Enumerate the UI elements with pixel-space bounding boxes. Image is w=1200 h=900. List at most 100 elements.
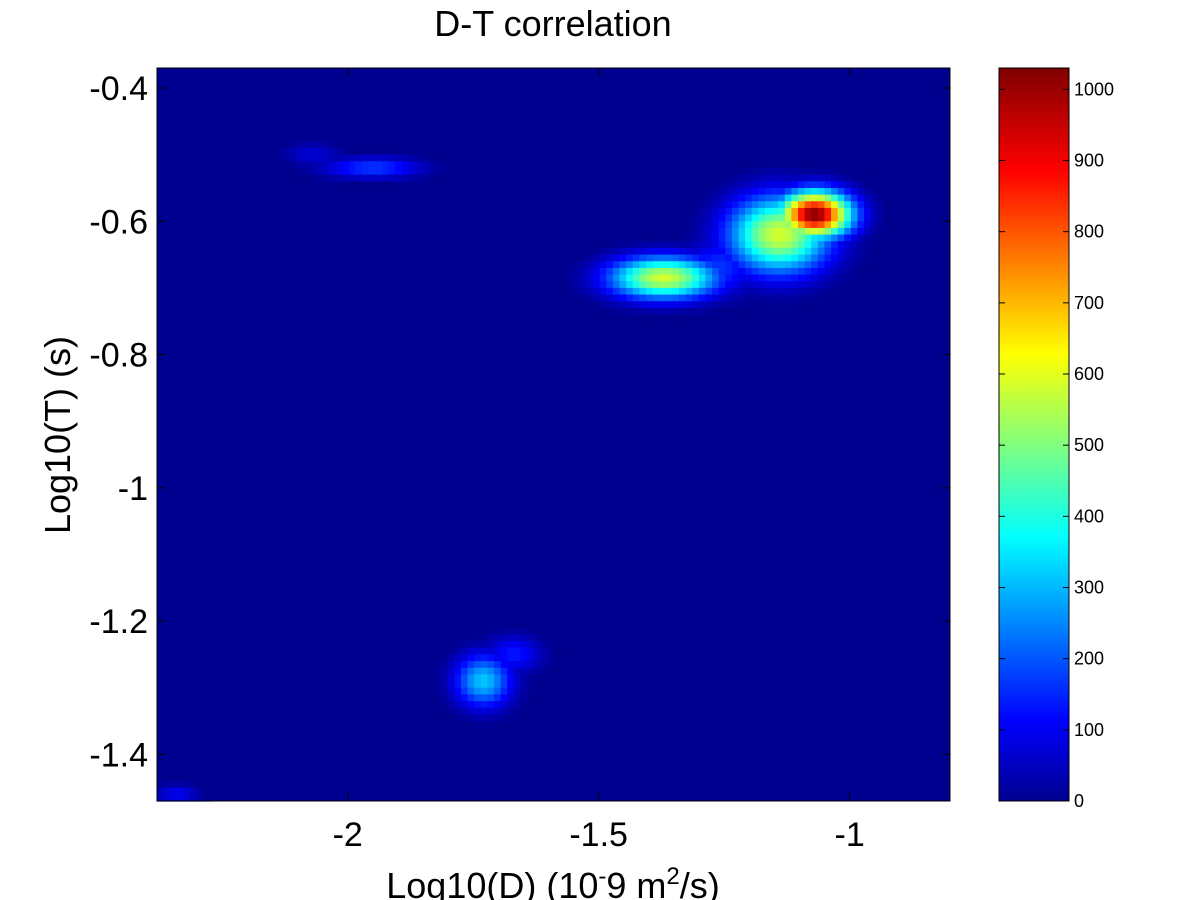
heatmap-cell bbox=[606, 274, 614, 282]
heatmap-cell bbox=[593, 281, 601, 289]
heatmap-cell bbox=[798, 241, 806, 249]
heatmap-cell bbox=[626, 301, 634, 309]
heatmap-cell bbox=[646, 274, 654, 282]
heatmap-cell bbox=[183, 794, 191, 802]
heatmap-cell bbox=[725, 287, 733, 296]
heatmap-cell bbox=[751, 254, 759, 262]
heatmap-cell bbox=[784, 294, 792, 302]
heatmap-cell bbox=[718, 241, 726, 249]
heatmap-cell bbox=[612, 247, 621, 256]
heatmap-cell bbox=[527, 687, 535, 695]
heatmap-cell bbox=[507, 674, 515, 682]
heatmap-cell bbox=[705, 207, 713, 216]
heatmap-cell bbox=[811, 194, 819, 202]
heatmap-cell bbox=[831, 181, 839, 189]
heatmap-cell bbox=[804, 194, 812, 202]
heatmap-cell bbox=[434, 681, 442, 689]
heatmap-cell bbox=[632, 254, 641, 262]
heatmap-cell bbox=[527, 641, 535, 649]
heatmap-cell bbox=[348, 181, 356, 189]
heatmap-cell bbox=[831, 194, 839, 202]
heatmap-cell bbox=[731, 187, 740, 196]
heatmap-cell bbox=[712, 261, 720, 269]
heatmap-cell bbox=[692, 307, 700, 316]
heatmap-cell bbox=[817, 261, 826, 269]
heatmap-cell bbox=[725, 267, 733, 276]
heatmap-cell bbox=[791, 227, 799, 236]
heatmap-cell bbox=[738, 187, 746, 196]
heatmap-cell bbox=[731, 261, 740, 269]
heatmap-cell bbox=[441, 661, 449, 669]
heatmap-cell bbox=[804, 221, 812, 229]
heatmap-cell bbox=[441, 694, 449, 702]
heatmap-cell bbox=[731, 194, 740, 202]
heatmap-cell bbox=[361, 167, 370, 176]
heatmap-cell bbox=[778, 247, 786, 256]
heatmap-cell bbox=[632, 287, 641, 296]
heatmap-cell bbox=[804, 234, 812, 242]
heatmap-cell bbox=[751, 174, 759, 182]
heatmap-cell bbox=[751, 167, 759, 176]
heatmap-cell bbox=[646, 254, 654, 262]
heatmap-cell bbox=[791, 247, 799, 256]
heatmap-cell bbox=[824, 174, 832, 182]
heatmap-cell bbox=[494, 647, 502, 655]
heatmap-cell bbox=[738, 181, 746, 189]
heatmap-cell bbox=[864, 254, 872, 262]
heatmap-cell bbox=[692, 261, 700, 269]
heatmap-cell bbox=[864, 227, 872, 236]
heatmap-cell bbox=[368, 181, 376, 189]
heatmap-cell bbox=[375, 174, 383, 182]
heatmap-cell bbox=[844, 201, 852, 209]
heatmap-cell bbox=[712, 247, 720, 256]
heatmap-cell bbox=[421, 154, 429, 162]
heatmap-cell bbox=[679, 254, 687, 262]
heatmap-cell bbox=[692, 247, 700, 256]
heatmap-cell bbox=[718, 281, 726, 289]
heatmap-cell bbox=[837, 241, 845, 249]
heatmap-cell bbox=[804, 207, 812, 216]
heatmap-cell bbox=[804, 227, 812, 236]
heatmap-cell bbox=[520, 694, 528, 702]
heatmap-cell bbox=[837, 181, 845, 189]
heatmap-cell bbox=[718, 267, 726, 276]
heatmap-cell bbox=[652, 241, 660, 249]
heatmap-cell bbox=[639, 254, 647, 262]
heatmap-cell bbox=[857, 187, 865, 196]
heatmap-cell bbox=[784, 187, 792, 196]
heatmap-cell bbox=[771, 187, 779, 196]
heatmap-cell bbox=[665, 274, 674, 282]
heatmap-cell bbox=[771, 207, 779, 216]
heatmap-cell bbox=[500, 647, 508, 655]
heatmap-cell bbox=[698, 221, 707, 229]
heatmap-cell bbox=[646, 314, 654, 322]
heatmap-cell bbox=[447, 667, 455, 675]
heatmap-cell bbox=[831, 221, 839, 229]
heatmap-cell bbox=[738, 214, 746, 222]
heatmap-cell bbox=[659, 274, 667, 282]
heatmap-cell bbox=[784, 227, 792, 236]
heatmap-cell bbox=[877, 221, 885, 229]
heatmap-cell bbox=[798, 287, 806, 296]
heatmap-cell bbox=[764, 187, 773, 196]
heatmap-cell bbox=[441, 681, 449, 689]
heatmap-cell bbox=[520, 641, 528, 649]
heatmap-cell bbox=[513, 681, 522, 689]
heatmap-cell bbox=[844, 281, 852, 289]
heatmap-cell bbox=[566, 267, 574, 276]
heatmap-cell bbox=[784, 174, 792, 182]
heatmap-cell bbox=[705, 301, 713, 309]
heatmap-cell bbox=[348, 167, 356, 176]
heatmap-cell bbox=[778, 187, 786, 196]
heatmap-cell bbox=[335, 154, 343, 162]
heatmap-cell bbox=[831, 201, 839, 209]
heatmap-cell bbox=[864, 201, 872, 209]
heatmap-cell bbox=[606, 307, 614, 316]
heatmap-cell bbox=[837, 261, 845, 269]
colorbar-gradient bbox=[998, 67, 1070, 802]
heatmap-cell bbox=[738, 281, 746, 289]
heatmap-cell bbox=[454, 714, 462, 722]
heatmap-cell bbox=[870, 187, 878, 196]
heatmap-cell bbox=[328, 167, 337, 176]
heatmap-cell bbox=[870, 221, 878, 229]
